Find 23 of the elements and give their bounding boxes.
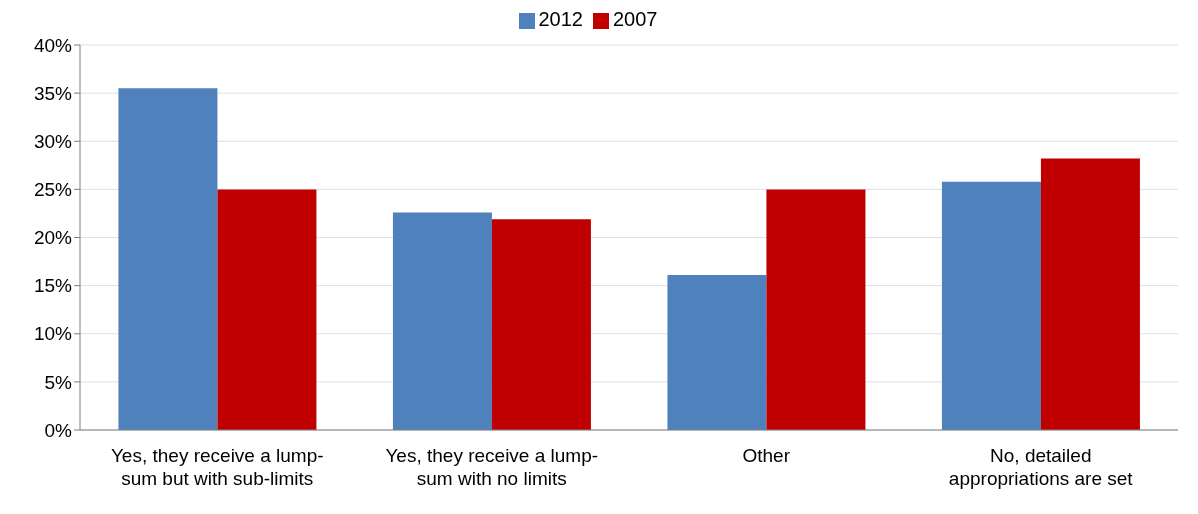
y-tick-label: 15% — [33, 275, 73, 297]
legend-label: 2012 — [538, 8, 583, 30]
y-tick-label: 40% — [33, 34, 73, 56]
bar — [667, 275, 767, 430]
x-tick-label: Other — [742, 445, 791, 466]
y-tick-label: 25% — [33, 179, 73, 201]
bar — [1040, 158, 1140, 430]
x-tick-label: No, detailed appropriations are set — [948, 445, 1134, 489]
y-tick-label: 0% — [44, 419, 73, 441]
x-tick-label: Yes, they receive a lump-sum with no limits — [385, 445, 599, 489]
bar — [217, 189, 317, 430]
bar — [491, 219, 591, 430]
y-tick-label: 35% — [33, 82, 73, 104]
bar — [766, 189, 866, 430]
legend-label: 2007 — [613, 8, 658, 30]
bar — [118, 88, 218, 430]
y-tick-label: 20% — [33, 227, 73, 249]
y-tick-label: 30% — [33, 130, 73, 152]
x-tick-label: Yes, they receive a lump-sum but with sub-limits — [110, 445, 324, 489]
y-tick-label: 10% — [33, 323, 73, 345]
bar — [941, 181, 1041, 430]
y-tick-label: 5% — [44, 371, 73, 393]
bar — [392, 212, 492, 430]
